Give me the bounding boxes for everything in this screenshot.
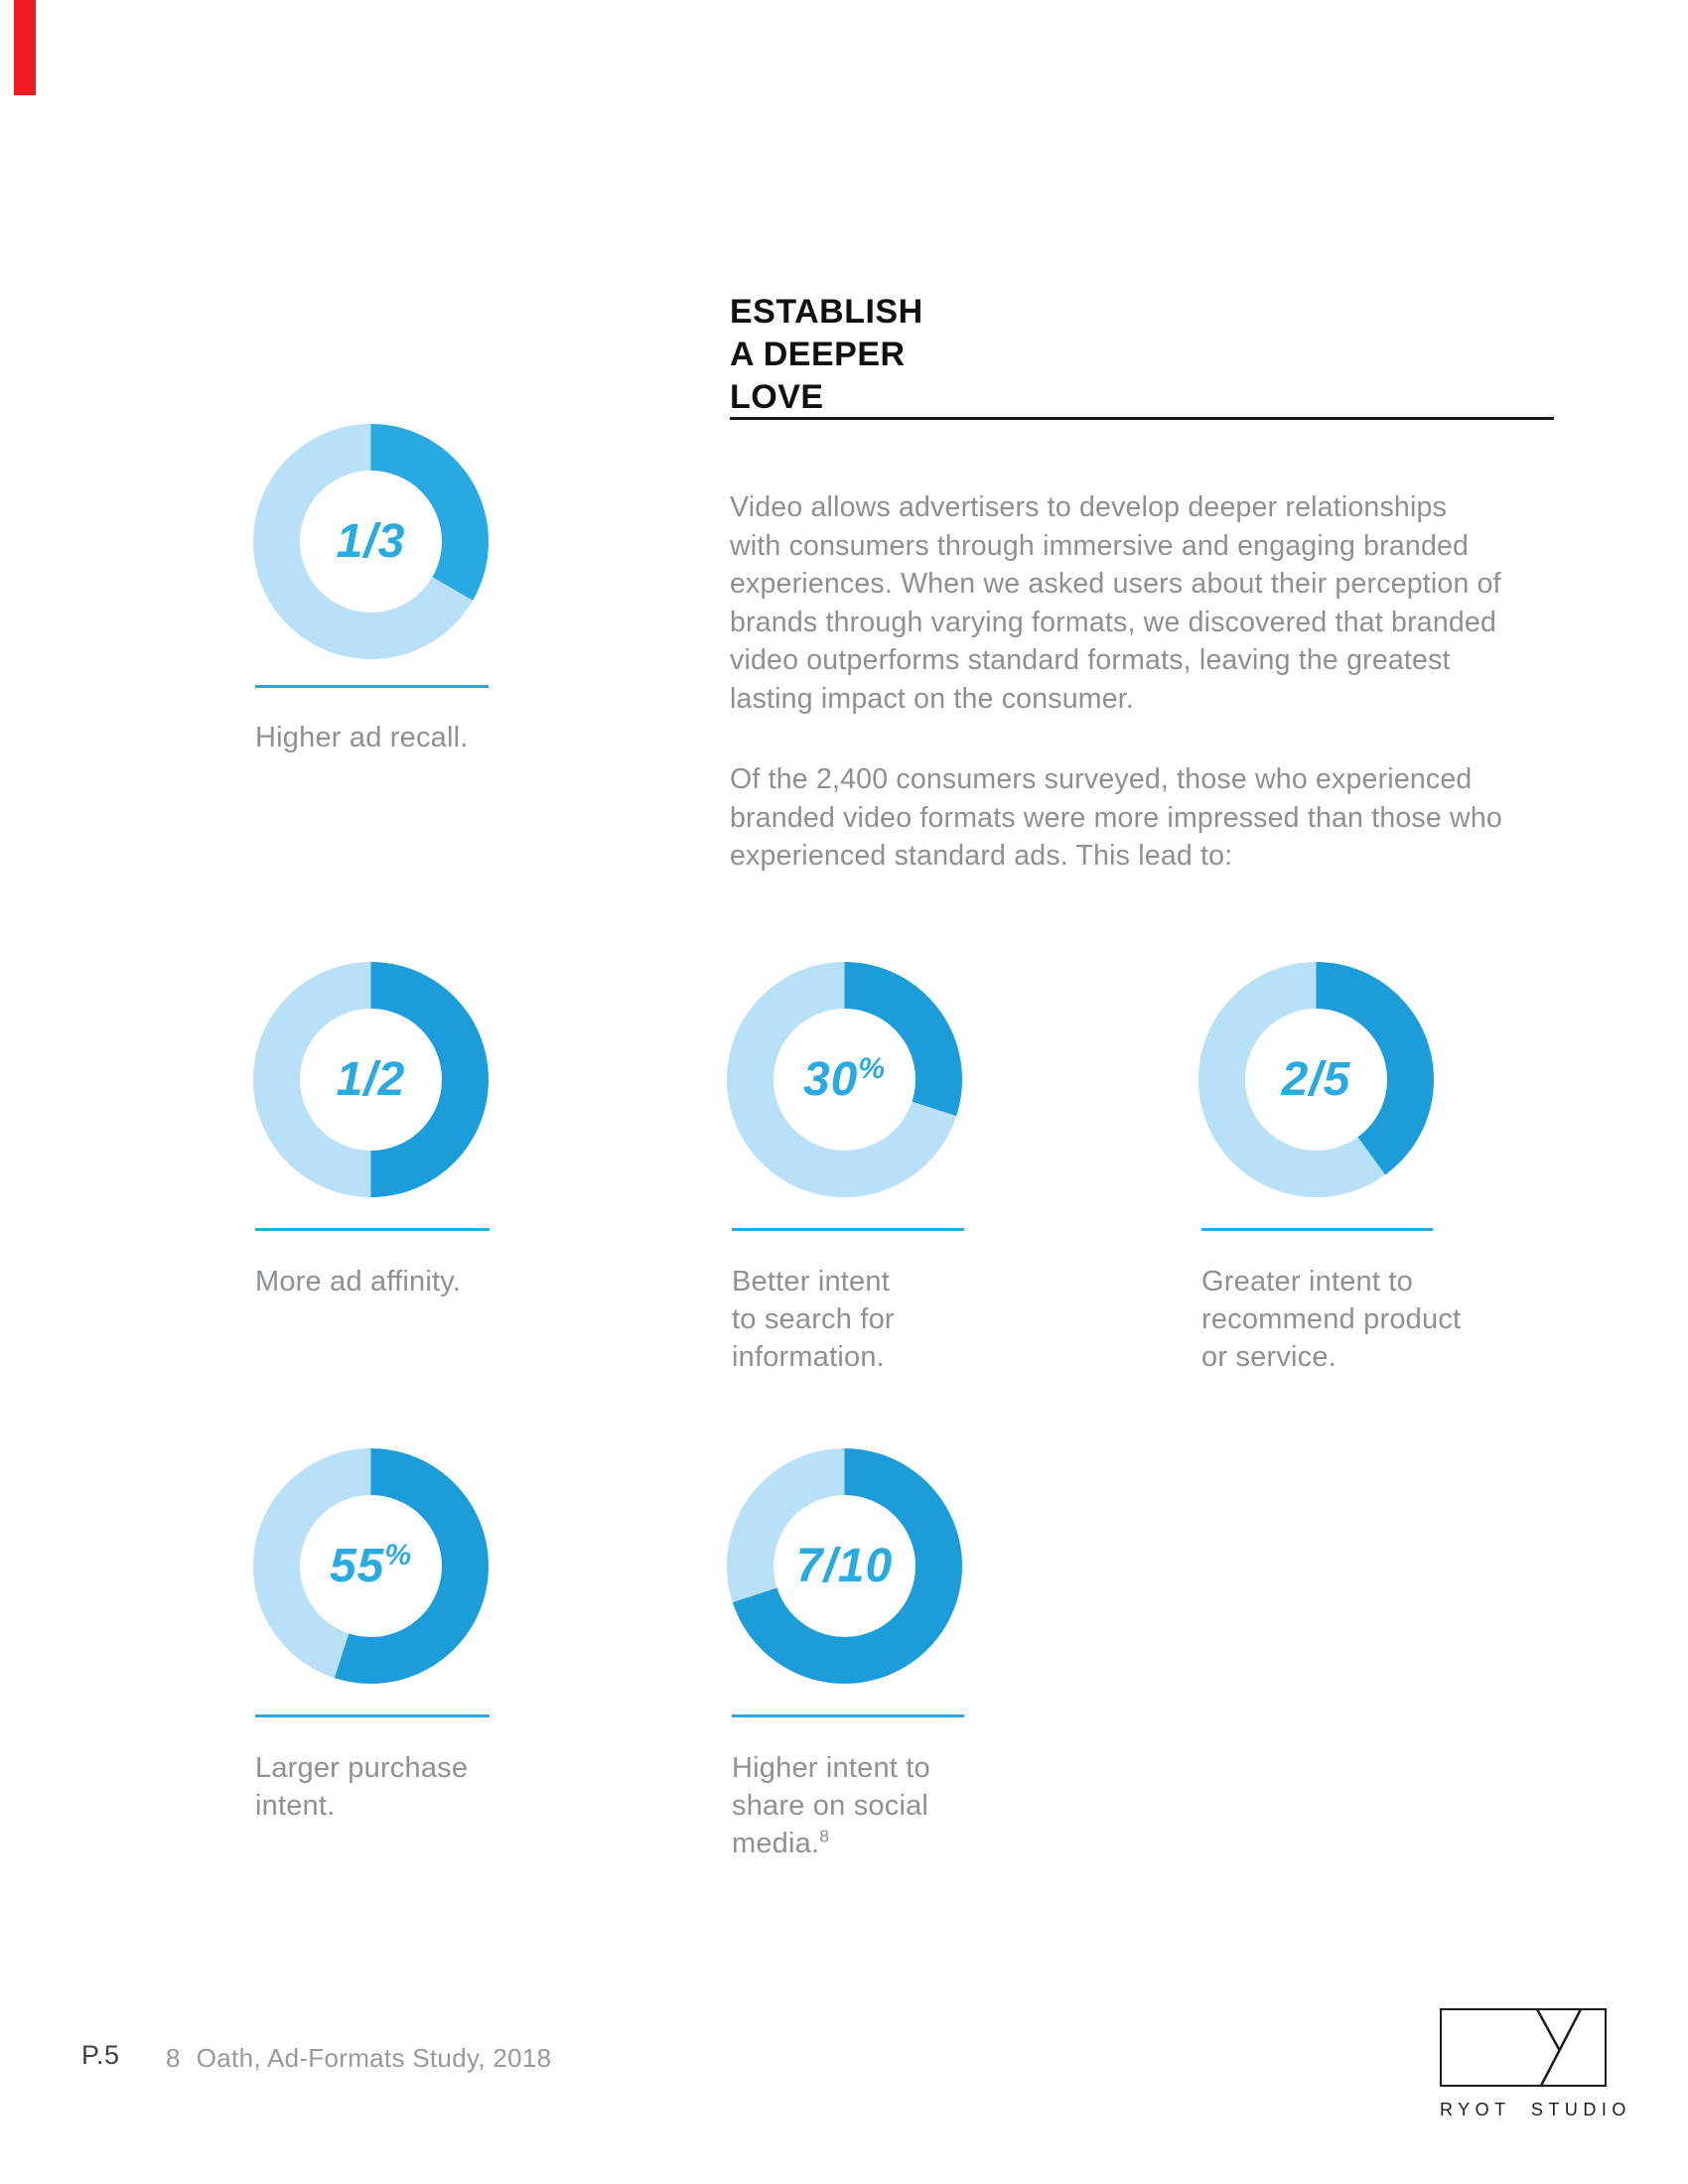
title-rule bbox=[730, 417, 1554, 420]
logo-y-mark bbox=[1535, 2008, 1583, 2087]
intro-paragraph: Video allows advertisers to develop deep… bbox=[730, 491, 1501, 715]
donut-underline bbox=[1201, 1228, 1433, 1231]
donut-hole bbox=[300, 1009, 442, 1151]
donut-label: Larger purchase intent. bbox=[255, 1752, 469, 1822]
donut-label: Higher ad recall. bbox=[255, 722, 469, 753]
logo-box bbox=[1440, 2008, 1607, 2087]
donut-chart-ad-recall: 1/3 bbox=[253, 424, 489, 659]
donut-underline bbox=[255, 685, 489, 688]
donut-chart-search-intent: 30% bbox=[727, 962, 962, 1197]
donut-underline bbox=[255, 1228, 490, 1231]
donut-label: Better intent to search for information. bbox=[732, 1266, 895, 1373]
donut-value: 30% bbox=[802, 1051, 887, 1106]
donut-chart-recommend-intent: 2/5 bbox=[1198, 962, 1434, 1197]
donut-underline bbox=[732, 1228, 964, 1231]
ryot-studio-logo: RYOT STUDIO bbox=[1440, 2008, 1625, 2119]
donut-chart-social-share-intent: 7/10 bbox=[727, 1448, 962, 1684]
page-title: ESTABLISH A DEEPER LOVE bbox=[730, 293, 923, 416]
donut-hole bbox=[1245, 1009, 1387, 1151]
red-corner-tab bbox=[14, 0, 36, 95]
donut-label: Higher intent to share on social media.8 bbox=[732, 1752, 930, 1859]
logo-wordmark: RYOT STUDIO bbox=[1440, 2100, 1631, 2119]
donut-hole bbox=[774, 1495, 915, 1637]
donut-value: 1/3 bbox=[336, 515, 406, 568]
footnote-marker: 8 bbox=[166, 2043, 181, 2073]
donut-label: Greater intent to recommend product or s… bbox=[1201, 1266, 1462, 1373]
footnote: 8 Oath, Ad-Formats Study, 2018 bbox=[166, 2043, 551, 2074]
donut-value: 1/2 bbox=[336, 1053, 406, 1106]
donut-value: 55% bbox=[329, 1538, 413, 1592]
survey-paragraph: Of the 2,400 consumers surveyed, those w… bbox=[730, 763, 1502, 872]
donut-chart-purchase-intent: 55% bbox=[253, 1448, 489, 1684]
footnote-reference: 8 bbox=[819, 1826, 830, 1846]
donut-chart-ad-affinity: 1/2 bbox=[253, 962, 489, 1197]
donut-hole bbox=[774, 1009, 915, 1151]
donut-value: 2/5 bbox=[1281, 1053, 1351, 1106]
donut-label: More ad affinity. bbox=[255, 1266, 462, 1297]
donut-value: 7/10 bbox=[795, 1540, 894, 1592]
donut-underline bbox=[255, 1714, 490, 1717]
donut-hole bbox=[300, 1495, 442, 1637]
donut-hole bbox=[300, 471, 442, 613]
footnote-text: Oath, Ad-Formats Study, 2018 bbox=[196, 2043, 552, 2073]
page-number: P.5 bbox=[81, 2040, 120, 2070]
donut-underline bbox=[732, 1714, 964, 1717]
